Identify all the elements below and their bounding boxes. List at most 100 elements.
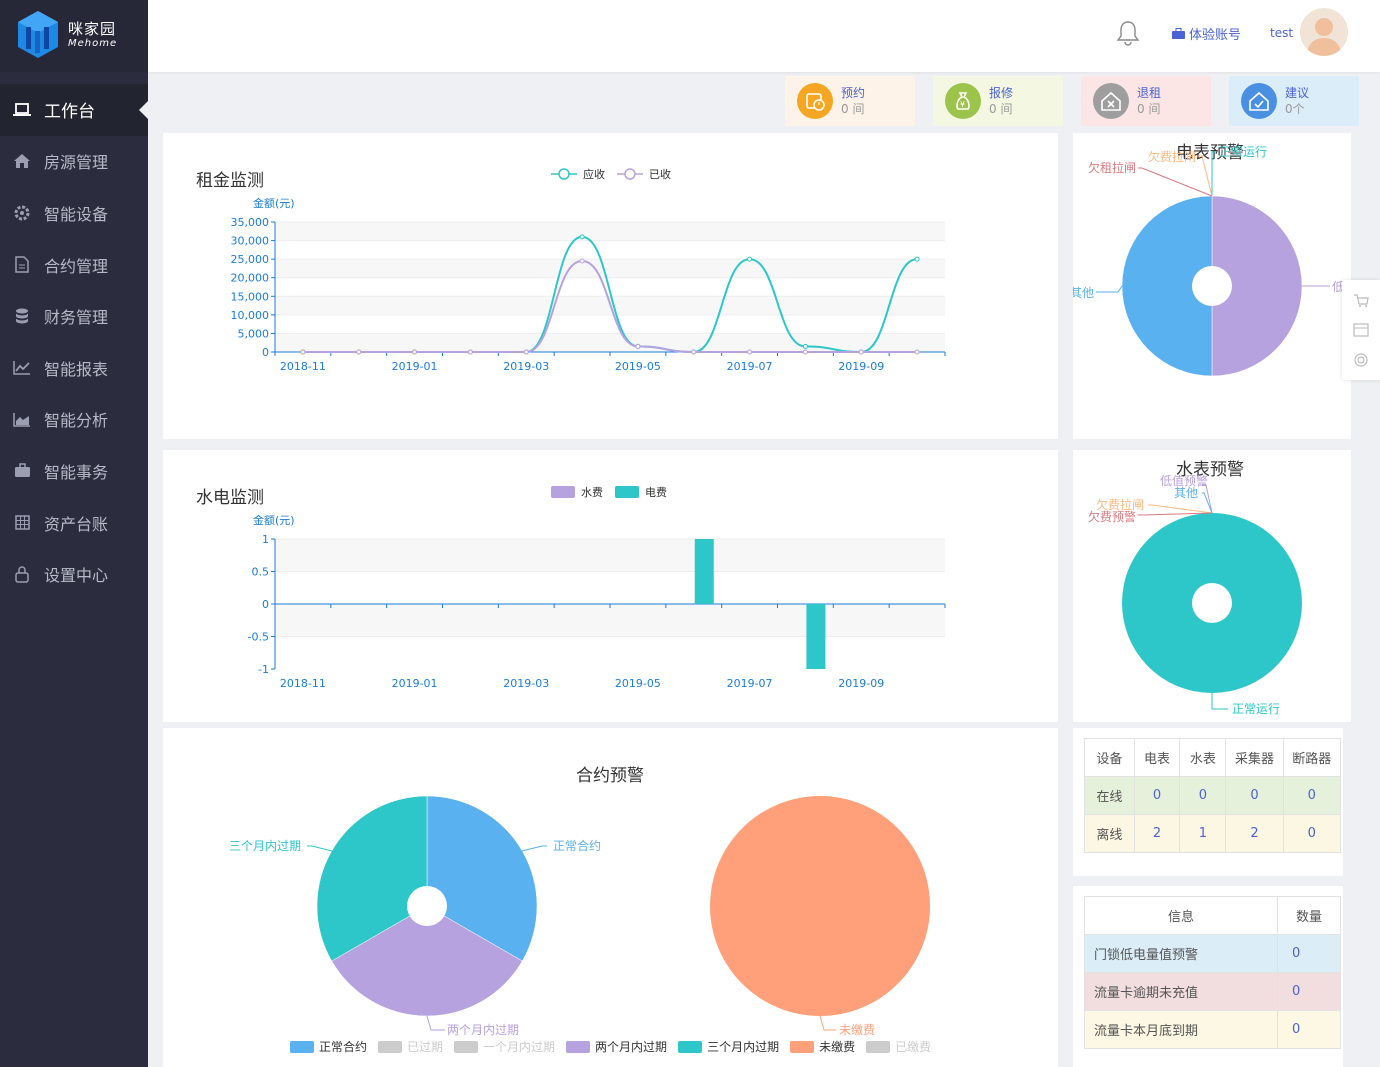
briefcase-icon <box>0 463 44 478</box>
grid-band <box>275 259 945 278</box>
table-cell: 0 <box>1225 776 1284 815</box>
sidebar-item-devices[interactable]: 智能设备 <box>0 187 148 239</box>
table-cell: 门锁低电量值预警 <box>1084 934 1278 973</box>
quick-card-repair[interactable]: ¥ 报修 0 间 <box>933 76 1063 126</box>
legend-line-marker <box>551 168 577 180</box>
y-tick-label: 0 <box>262 598 269 611</box>
legend-swatch <box>378 1040 403 1053</box>
table-cell: 0 <box>1282 776 1342 815</box>
legend-label: 两个月内过期 <box>595 1040 668 1054</box>
account-link[interactable]: 体验账号 <box>1172 24 1241 43</box>
data-point <box>635 343 641 349</box>
laptop-icon <box>0 102 44 117</box>
y-tick-label: 1 <box>262 533 269 546</box>
sidebar-item-reports[interactable]: 智能报表 <box>0 342 148 394</box>
cart-icon[interactable] <box>1353 294 1369 308</box>
y-tick-label: 15,000 <box>231 290 270 303</box>
sidebar-item-houses[interactable]: 房源管理 <box>0 136 148 188</box>
quick-card-title: 建议 <box>1285 86 1310 100</box>
sidebar-item-label: 智能事务 <box>44 462 109 482</box>
sidebar-item-label: 智能报表 <box>44 359 109 379</box>
slice-label: 正常合约 <box>553 838 601 853</box>
bell-icon[interactable] <box>1116 20 1140 46</box>
data-point <box>914 256 920 262</box>
grid-band <box>275 604 945 637</box>
svg-text:¥: ¥ <box>960 100 965 109</box>
database-icon <box>0 308 44 324</box>
data-point <box>691 349 697 355</box>
avatar[interactable] <box>1300 8 1348 56</box>
legend-label: 水费 <box>581 486 603 499</box>
sidebar-item-analysis[interactable]: 智能分析 <box>0 394 148 446</box>
sidebar-item-workbench[interactable]: 工作台 <box>0 84 148 136</box>
legend-label: 未缴费 <box>819 1040 856 1054</box>
table-cell: 0 <box>1277 1010 1341 1049</box>
table-header: 水表 <box>1179 738 1227 777</box>
sidebar-item-assets[interactable]: 资产台账 <box>0 497 148 549</box>
y-tick-label: 0.5 <box>252 566 270 579</box>
data-view-icon[interactable] <box>1353 323 1369 337</box>
slice-label: 低值预警 <box>1160 473 1208 488</box>
label-line <box>1202 492 1213 514</box>
brand-sub: Mehome <box>68 38 118 49</box>
legend-label: 正常合约 <box>319 1040 368 1054</box>
device-status-panel: 设备 电表 水表 采集器 断路器 在线 0 0 0 0 离线 2 1 2 0 <box>1073 728 1343 876</box>
table-cell: 0 <box>1133 776 1181 815</box>
sidebar-item-affairs[interactable]: 智能事务 <box>0 445 148 497</box>
rent-line-chart: 0 5,000 10,000 15,000 20,000 25,000 30,000 35,0… <box>231 216 946 373</box>
username[interactable]: test <box>1270 26 1294 40</box>
y-tick-label: 0 <box>262 346 269 359</box>
quick-card-checkout[interactable]: 退租 0 间 <box>1081 76 1211 126</box>
quick-card-value: 0 间 <box>989 102 1013 116</box>
label-line <box>1211 151 1216 196</box>
legend-label: 已过期 <box>407 1040 444 1054</box>
slice-label: 两个月内过期 <box>447 1023 519 1037</box>
legend-swatch <box>566 1040 591 1053</box>
legend-label: 应收 <box>583 168 605 181</box>
table-cell: 流量卡本月底到期 <box>1084 1010 1278 1049</box>
rent-legend[interactable]: 应收 已收 <box>551 166 671 182</box>
pie-slice-未缴费 <box>710 796 930 1016</box>
label-line <box>1148 504 1213 514</box>
quick-card-suggestion[interactable]: 建议 0个 <box>1229 76 1359 126</box>
sidebar-item-settings[interactable]: 设置中心 <box>0 548 148 600</box>
calendar-clock-icon <box>797 83 833 119</box>
slice-label: 欠租拉闸 <box>1088 160 1136 175</box>
data-point <box>747 256 753 262</box>
x-tick-label: 2019-01 <box>392 360 438 373</box>
sidebar-nav: 工作台 房源管理 智能设备 合约管理 财务管理 智能报表 智能分析 智能事务 <box>0 84 148 600</box>
logo[interactable]: 咪家园 Mehome <box>0 0 148 72</box>
utility-bar-chart: -1 -0.5 0 0.5 1 2018-11 2019-01 2019-03 2019-05 2… <box>248 533 946 690</box>
label-line <box>307 845 333 852</box>
contract-legend[interactable]: 正常合约 已过期 一个月内过期 两个月内过期 三个月内过期 未缴费 已缴费 <box>290 1038 931 1055</box>
table-header: 设备 <box>1084 738 1135 777</box>
data-point <box>356 349 362 355</box>
restore-icon[interactable] <box>1353 352 1369 368</box>
slice-label: 欠费拉闸 <box>1148 149 1196 164</box>
lock-icon <box>0 565 44 583</box>
sidebar-item-label: 合约管理 <box>44 256 109 276</box>
info-panel: 信息 数量 门锁低电量值预警 0 流量卡逾期未充值 0 流量卡本月底到期 0 <box>1073 886 1343 1067</box>
slice-label: 其他 <box>1073 286 1094 300</box>
chart-toolbox <box>1342 280 1380 380</box>
data-point <box>412 349 418 355</box>
table-cell: 在线 <box>1084 776 1135 815</box>
sidebar-item-contracts[interactable]: 合约管理 <box>0 239 148 291</box>
sidebar-item-finance[interactable]: 财务管理 <box>0 290 148 342</box>
sidebar-item-label: 资产台账 <box>44 514 109 534</box>
table-row: 流量卡本月底到期 0 <box>1084 1010 1341 1049</box>
data-point <box>523 349 529 355</box>
slice-label: 欠费拉闸 <box>1096 497 1144 512</box>
quick-card-title: 报修 <box>989 86 1014 100</box>
x-tick-label: 2019-05 <box>615 360 661 373</box>
data-point <box>802 343 808 349</box>
grid-band <box>275 333 945 352</box>
table-cell: 0 <box>1179 776 1227 815</box>
table-header: 电表 <box>1133 738 1181 777</box>
quick-card-reservation[interactable]: 预约 0 间 <box>785 76 915 126</box>
utility-legend[interactable]: 水费 电费 <box>551 484 667 500</box>
x-tick-label: 2019-05 <box>615 677 661 690</box>
label-line <box>426 1015 445 1031</box>
